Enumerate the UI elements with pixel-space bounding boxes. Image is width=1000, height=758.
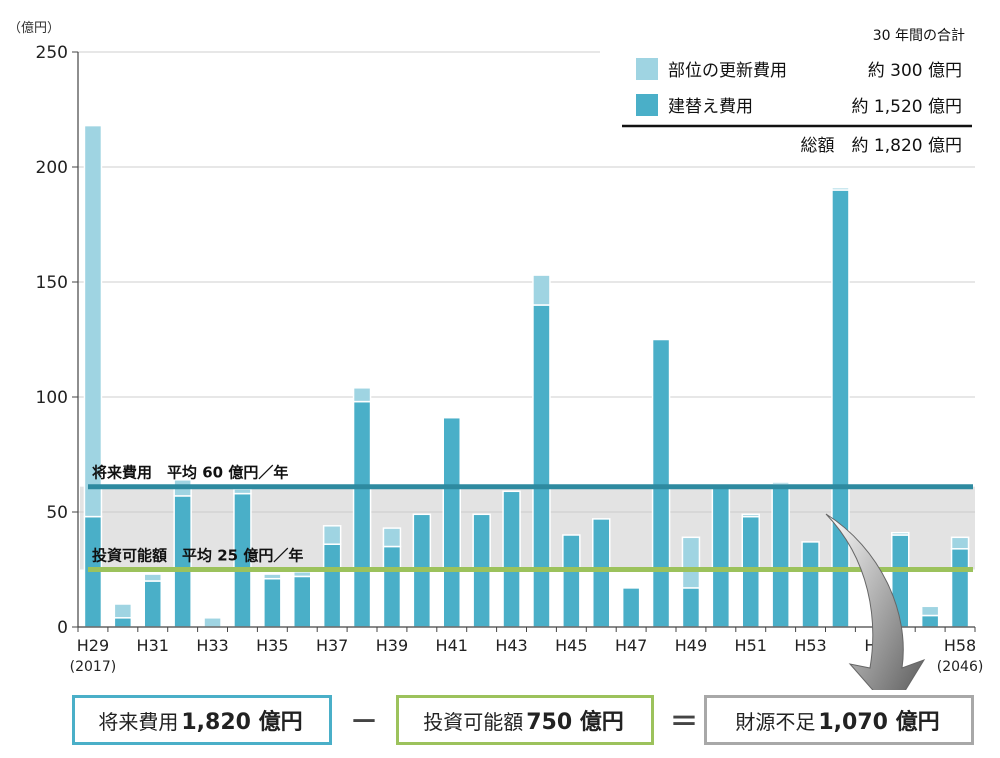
x-tick-label: H43 bbox=[495, 636, 527, 655]
bar-rebuild-H52 bbox=[771, 483, 790, 628]
bar-renewal-H37 bbox=[322, 525, 342, 545]
y-tick-label: 0 bbox=[57, 618, 68, 638]
bar-rebuild-H30 bbox=[113, 617, 133, 628]
x-tick-label: H47 bbox=[615, 636, 647, 655]
bar-renewal-H31 bbox=[143, 573, 162, 582]
bar-rebuild-H49 bbox=[681, 587, 701, 628]
legend-label: 建替え費用 bbox=[668, 97, 753, 117]
legend-value: 約 300 億円 bbox=[868, 61, 962, 81]
investable-label: 投資可能額 bbox=[423, 709, 524, 734]
bar-renewal-H39 bbox=[382, 527, 402, 548]
legend-swatch bbox=[636, 94, 658, 116]
bar-renewal-H54 bbox=[831, 186, 850, 191]
equation-box-future-cost: 将来費用 1,820 億円 bbox=[72, 695, 332, 745]
x-tick-sublabel: (2017) bbox=[70, 659, 117, 675]
shortfall-value: 1,070 億円 bbox=[818, 710, 940, 735]
bar-rebuild-H45 bbox=[562, 534, 581, 628]
legend-swatch bbox=[636, 58, 658, 80]
y-tick-label: 150 bbox=[36, 273, 68, 293]
bar-renewal-H29 bbox=[83, 124, 103, 518]
bar-renewal-H44 bbox=[532, 274, 551, 306]
bar-rebuild-H43 bbox=[502, 490, 521, 628]
x-tick-label: H31 bbox=[137, 636, 169, 655]
y-tick-label: 250 bbox=[36, 43, 68, 63]
legend-value: 約 1,520 億円 bbox=[852, 97, 962, 117]
bar-rebuild-H37 bbox=[322, 543, 342, 628]
bar-renewal-H34 bbox=[233, 488, 252, 495]
x-tick-sublabel: (2046) bbox=[937, 659, 984, 675]
bar-rebuild-H46 bbox=[592, 518, 611, 628]
bar-renewal-H35 bbox=[263, 573, 282, 580]
bar-renewal-H38 bbox=[352, 387, 372, 403]
bar-rebuild-H35 bbox=[263, 577, 282, 628]
bar-renewal-H57 bbox=[920, 605, 940, 617]
bar-rebuild-H53 bbox=[801, 541, 820, 628]
bar-renewal-H56 bbox=[891, 531, 910, 536]
x-tick-label: H49 bbox=[675, 636, 707, 655]
shortfall-arrow bbox=[825, 513, 926, 690]
bar-rebuild-H39 bbox=[382, 545, 402, 628]
future-cost-label: 将来費用 bbox=[98, 709, 179, 734]
investable-value: 750 億円 bbox=[526, 710, 624, 735]
bar-renewal-H58 bbox=[950, 536, 970, 550]
reference-label-future-cost: 将来費用 平均 60 億円／年 bbox=[92, 464, 288, 482]
bar-rebuild-H47 bbox=[621, 587, 641, 628]
x-tick-label: H39 bbox=[376, 636, 408, 655]
y-tick-label: 100 bbox=[36, 388, 68, 408]
legend-header: 30 年間の合計 bbox=[873, 28, 965, 44]
bar-renewal-H36 bbox=[293, 571, 312, 578]
bar-rebuild-H38 bbox=[352, 400, 372, 628]
reference-label-investable: 投資可能額 平均 25 億円／年 bbox=[92, 547, 303, 565]
x-tick-label: H51 bbox=[735, 636, 767, 655]
legend-label: 部位の更新費用 bbox=[668, 61, 787, 81]
bar-renewal-H52 bbox=[771, 481, 790, 486]
shortfall-label: 財源不足 bbox=[735, 709, 816, 734]
x-tick-label: H41 bbox=[436, 636, 468, 655]
future-cost-value: 1,820 億円 bbox=[181, 710, 303, 735]
legend-background bbox=[600, 20, 975, 162]
y-tick-label: 200 bbox=[36, 158, 68, 178]
y-unit-label: （億円） bbox=[8, 20, 60, 36]
equation-box-investable: 投資可能額 750 億円 bbox=[396, 695, 654, 745]
x-tick-label: H45 bbox=[555, 636, 587, 655]
x-tick-label: H37 bbox=[316, 636, 348, 655]
x-tick-label: H35 bbox=[256, 636, 288, 655]
bar-rebuild-H41 bbox=[442, 416, 461, 628]
bar-rebuild-H31 bbox=[143, 580, 162, 628]
bar-rebuild-H36 bbox=[293, 575, 312, 628]
equals-operator: ＝ bbox=[670, 705, 699, 738]
x-tick-label: H53 bbox=[794, 636, 826, 655]
equation-box-shortfall: 財源不足 1,070 億円 bbox=[704, 695, 974, 745]
bar-rebuild-H54 bbox=[831, 189, 850, 628]
bar-renewal-H30 bbox=[113, 603, 133, 619]
bar-rebuild-H57 bbox=[920, 614, 940, 628]
x-tick-label: H33 bbox=[196, 636, 228, 655]
legend-total: 総額 約 1,820 億円 bbox=[801, 136, 962, 156]
x-tick-label: H58 bbox=[944, 636, 976, 655]
bar-rebuild-H58 bbox=[950, 548, 970, 628]
bar-renewal-H33 bbox=[203, 617, 222, 628]
bar-rebuild-H50 bbox=[711, 485, 731, 628]
shaded-gap-band bbox=[80, 486, 975, 570]
bar-rebuild-H44 bbox=[532, 304, 551, 628]
x-tick-label: H29 bbox=[77, 636, 109, 655]
bar-renewal-H49 bbox=[681, 536, 701, 589]
minus-operator: － bbox=[350, 705, 379, 738]
bar-rebuild-H48 bbox=[651, 338, 671, 628]
bar-renewal-H51 bbox=[741, 513, 760, 518]
y-tick-label: 50 bbox=[46, 503, 68, 523]
